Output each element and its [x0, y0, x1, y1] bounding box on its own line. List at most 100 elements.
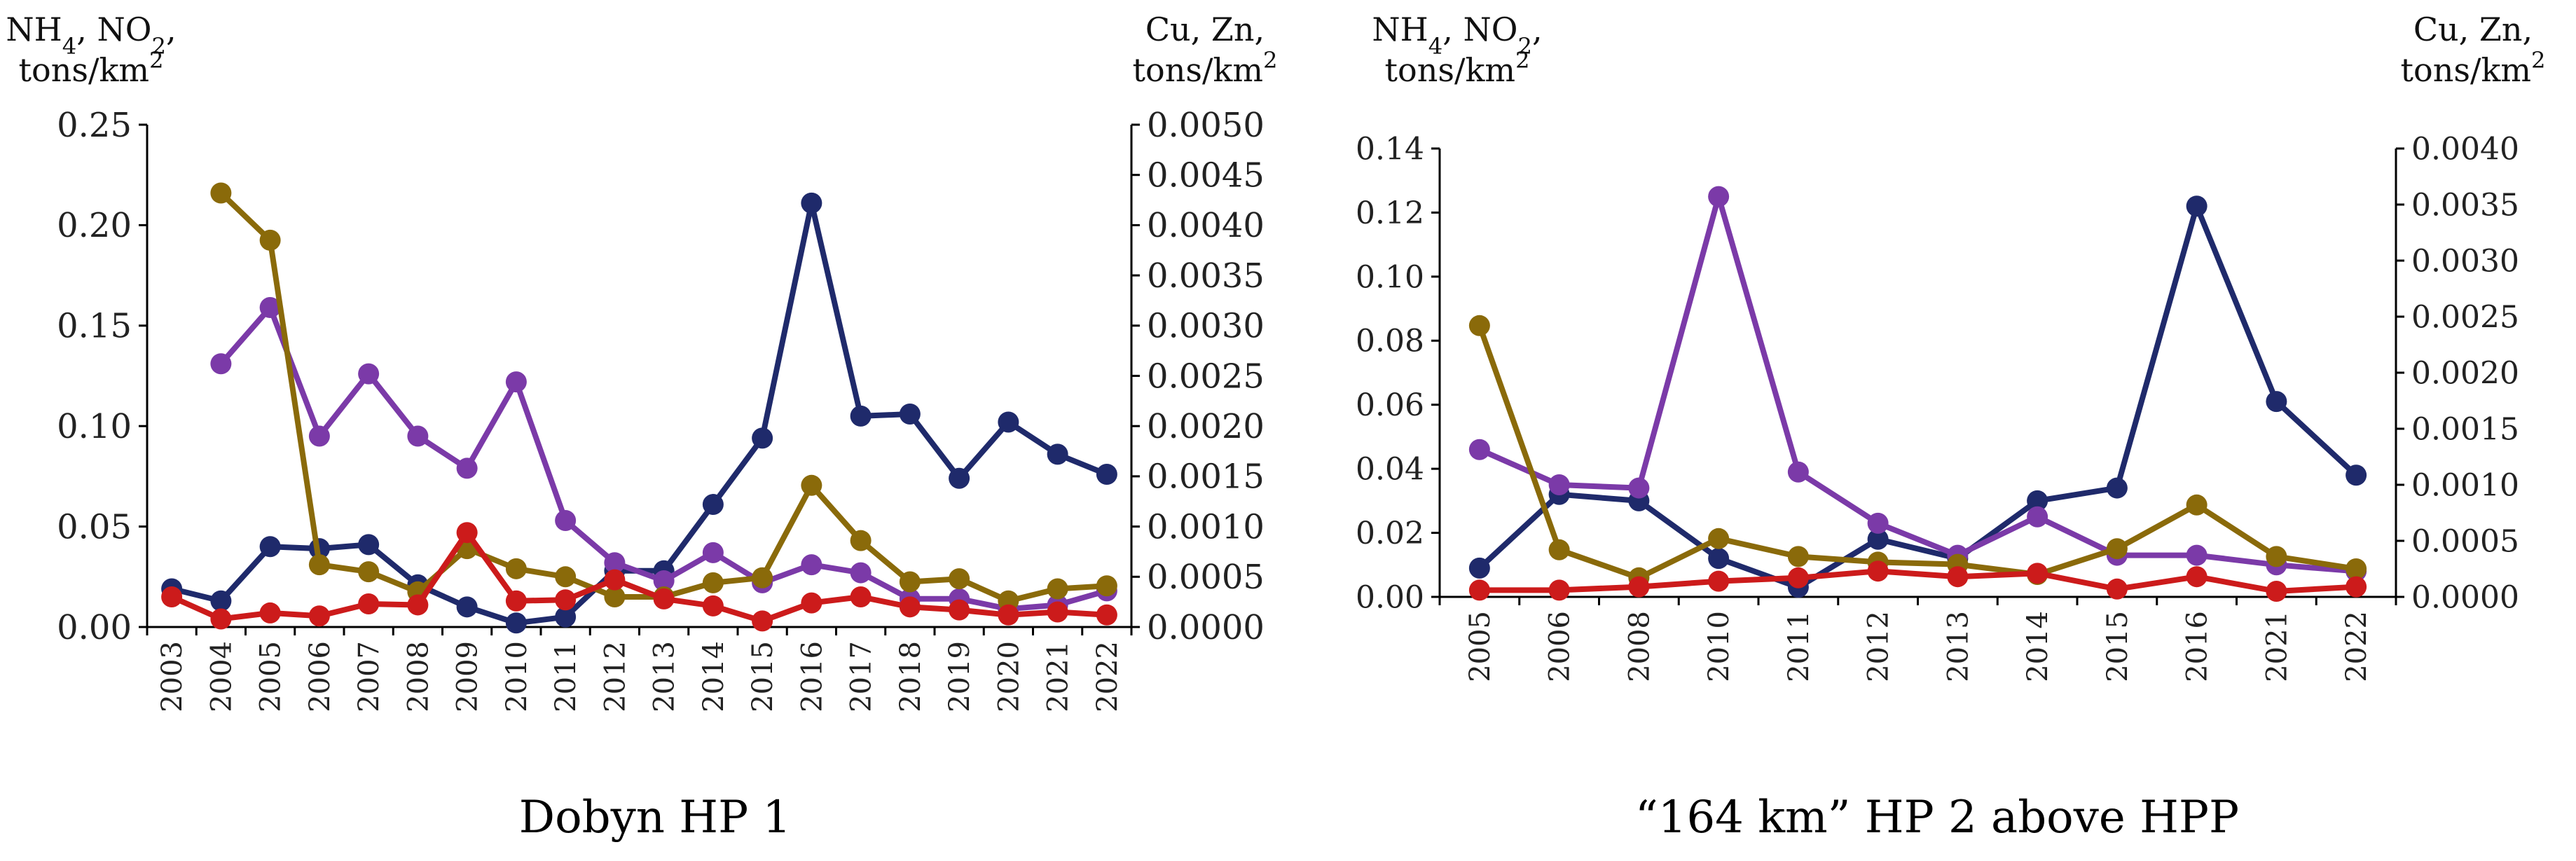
data-point — [899, 596, 921, 618]
left-tick-label: 0.08 — [1356, 324, 1424, 359]
chart-caption: Dobyn HP 1 — [519, 792, 791, 843]
right-tick-label: 0.0040 — [1147, 206, 1265, 245]
data-point — [702, 494, 724, 516]
data-point — [850, 586, 872, 607]
chart-2: 0.00 0.02 0.04 0.06 0.08 0.10 0.12 0.14 0.0000 0.… — [1356, 11, 2545, 843]
data-point — [899, 403, 921, 425]
x-tick-label: 2015 — [747, 641, 779, 712]
left-tick-label: 0.15 — [57, 307, 132, 346]
left-tick-label: 0.10 — [1356, 259, 1424, 295]
data-point — [259, 536, 281, 558]
data-point — [899, 571, 921, 593]
x-tick-label: 2013 — [649, 641, 681, 712]
data-point — [2186, 195, 2207, 217]
data-point — [210, 182, 232, 204]
right-tick-label: 0.0035 — [2411, 187, 2519, 223]
data-point — [2346, 576, 2367, 598]
right-tick-label: 0.0010 — [1147, 507, 1265, 546]
data-point — [1096, 464, 1117, 485]
x-tick-label: 2014 — [698, 641, 730, 712]
series-1 — [1468, 195, 2367, 598]
data-point — [456, 596, 478, 618]
data-point — [308, 605, 330, 627]
data-point — [555, 509, 577, 531]
left-axis-title: NH4, NO2, — [1372, 11, 1542, 60]
data-point — [752, 427, 773, 449]
right-tick-label: 0.0000 — [1147, 608, 1265, 647]
data-point — [1468, 315, 1490, 336]
left-tick-label: 0.05 — [57, 507, 132, 546]
data-point — [2027, 563, 2048, 584]
data-point — [456, 457, 478, 479]
right-axis-title: tons/km2 — [2401, 47, 2546, 89]
data-point — [1947, 566, 1969, 588]
data-point — [2186, 494, 2207, 516]
left-tick-label: 0.04 — [1356, 452, 1424, 488]
data-point — [1867, 512, 1889, 534]
right-tick-label: 0.0025 — [2411, 299, 2519, 335]
data-point — [2106, 578, 2128, 600]
data-point — [1047, 578, 1068, 600]
data-point — [1096, 575, 1117, 597]
right-tick-label: 0.0030 — [1147, 307, 1265, 346]
x-tick-label: 2005 — [1464, 611, 1496, 682]
series-2 — [1468, 186, 2367, 582]
x-tick-label: 2010 — [1703, 611, 1735, 682]
data-point — [653, 570, 675, 592]
left-tick-label: 0.12 — [1356, 195, 1424, 231]
data-point — [2346, 464, 2367, 486]
right-tick-label: 0.0035 — [1147, 256, 1265, 296]
right-axis-title: tons/km2 — [1133, 47, 1278, 89]
x-tick-label: 2021 — [1042, 641, 1075, 712]
left-tick-label: 0.20 — [57, 206, 132, 245]
data-point — [505, 558, 527, 579]
right-tick-label: 0.0025 — [1147, 357, 1265, 396]
data-point — [407, 594, 429, 616]
data-point — [949, 467, 970, 489]
data-point — [161, 586, 183, 607]
right-tick-label: 0.0050 — [1147, 106, 1265, 145]
x-tick-label: 2012 — [1863, 611, 1895, 682]
data-point — [505, 590, 527, 612]
right-tick-label: 0.0015 — [2411, 411, 2519, 447]
x-tick-label: 2017 — [846, 641, 878, 712]
data-point — [555, 606, 577, 628]
x-tick-label: 2015 — [2102, 611, 2134, 682]
data-point — [308, 554, 330, 576]
data-point — [1708, 548, 1730, 570]
x-tick-label: 2020 — [993, 641, 1025, 712]
left-tick-label: 0.02 — [1356, 516, 1424, 551]
left-axis-title: tons/km2 — [1385, 47, 1530, 89]
data-point — [259, 229, 281, 251]
right-axis-title: Cu, Zn, — [1145, 11, 1265, 48]
x-tick-label: 2009 — [452, 641, 484, 712]
series-line — [1477, 324, 2357, 581]
data-point — [1628, 477, 1650, 499]
data-point — [259, 602, 281, 624]
data-point — [801, 592, 822, 614]
data-point — [1787, 461, 1809, 483]
data-point — [505, 612, 527, 634]
data-point — [702, 542, 724, 563]
data-point — [801, 554, 822, 576]
data-point — [1628, 576, 1650, 598]
x-tick-label: 2019 — [944, 641, 976, 712]
data-point — [2027, 506, 2048, 528]
data-point — [1548, 474, 1570, 495]
chart-caption: “164 km” HP 2 above HPP — [1635, 792, 2239, 843]
data-point — [1708, 186, 1730, 207]
data-point — [604, 552, 626, 574]
x-tick-label: 2018 — [895, 641, 927, 712]
data-point — [850, 530, 872, 551]
data-point — [998, 604, 1019, 626]
data-point — [555, 566, 577, 588]
left-tick-label: 0.14 — [1356, 131, 1424, 167]
data-point — [2266, 546, 2287, 567]
right-tick-label: 0.0030 — [2411, 243, 2519, 279]
data-point — [1096, 604, 1117, 626]
data-point — [1867, 528, 1889, 550]
x-tick-label: 2011 — [1783, 611, 1815, 682]
x-tick-label: 2006 — [1544, 611, 1576, 682]
x-tick-label: 2011 — [550, 641, 582, 712]
right-tick-label: 0.0040 — [2411, 131, 2519, 167]
